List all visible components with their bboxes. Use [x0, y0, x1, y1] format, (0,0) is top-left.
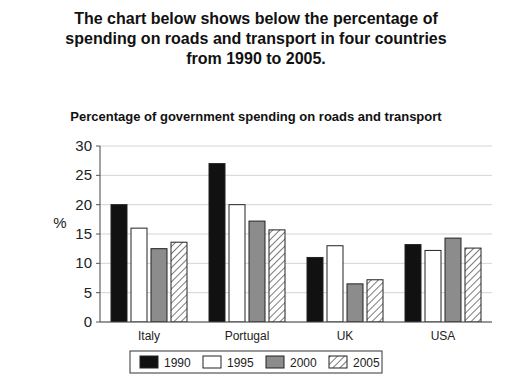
legend-label: 2000	[290, 356, 317, 370]
tick-label: 5	[84, 284, 92, 301]
tick-label: 10	[75, 254, 92, 271]
bar	[327, 246, 343, 322]
grid-line	[100, 175, 492, 176]
bar	[229, 205, 245, 322]
legend-label: 2005	[353, 356, 380, 370]
chart: The chart below shows below the percenta…	[0, 0, 512, 387]
bar	[405, 245, 421, 322]
legend	[130, 351, 382, 373]
grid-line	[100, 322, 492, 323]
bar	[347, 284, 363, 322]
tick-mark	[96, 234, 100, 235]
bar	[269, 230, 285, 322]
bar	[249, 221, 265, 322]
y-axis	[100, 146, 101, 322]
bar	[151, 249, 167, 322]
grid-line	[100, 204, 492, 205]
grid-line	[100, 234, 492, 235]
tick-label: 20	[75, 196, 92, 213]
subtitle: Percentage of government spending on roa…	[70, 109, 442, 124]
bar	[307, 257, 323, 322]
tick-mark	[96, 322, 100, 323]
bar	[445, 238, 461, 322]
legend-swatch	[140, 356, 158, 368]
legend-label: 1995	[227, 356, 254, 370]
tick-mark	[96, 263, 100, 264]
axis-label: %	[53, 214, 66, 231]
tick-mark	[96, 146, 100, 147]
category-label: Italy	[138, 329, 160, 343]
bar	[425, 250, 441, 322]
bars	[111, 164, 481, 322]
bar	[131, 228, 147, 322]
category-label: Portugal	[225, 329, 270, 343]
category-label: USA	[431, 329, 456, 343]
bar	[171, 242, 187, 322]
x-axis	[100, 322, 492, 323]
legend-swatch	[203, 356, 221, 368]
tick-mark	[96, 292, 100, 293]
bar	[111, 205, 127, 322]
legend-swatch	[329, 356, 347, 368]
bar	[209, 164, 225, 322]
tick-label: 15	[75, 225, 92, 242]
legend-label: 1990	[164, 356, 191, 370]
title: The chart below shows below the percenta…	[65, 10, 446, 67]
bar	[367, 280, 383, 322]
tick-label: 0	[84, 313, 92, 330]
tick-label: 25	[75, 166, 92, 183]
legend-swatch	[266, 356, 284, 368]
category-label: UK	[337, 329, 354, 343]
bar	[465, 248, 481, 322]
grid-line	[100, 146, 492, 147]
tick-mark	[96, 175, 100, 176]
tick-mark	[96, 204, 100, 205]
tick-label: 30	[75, 137, 92, 154]
